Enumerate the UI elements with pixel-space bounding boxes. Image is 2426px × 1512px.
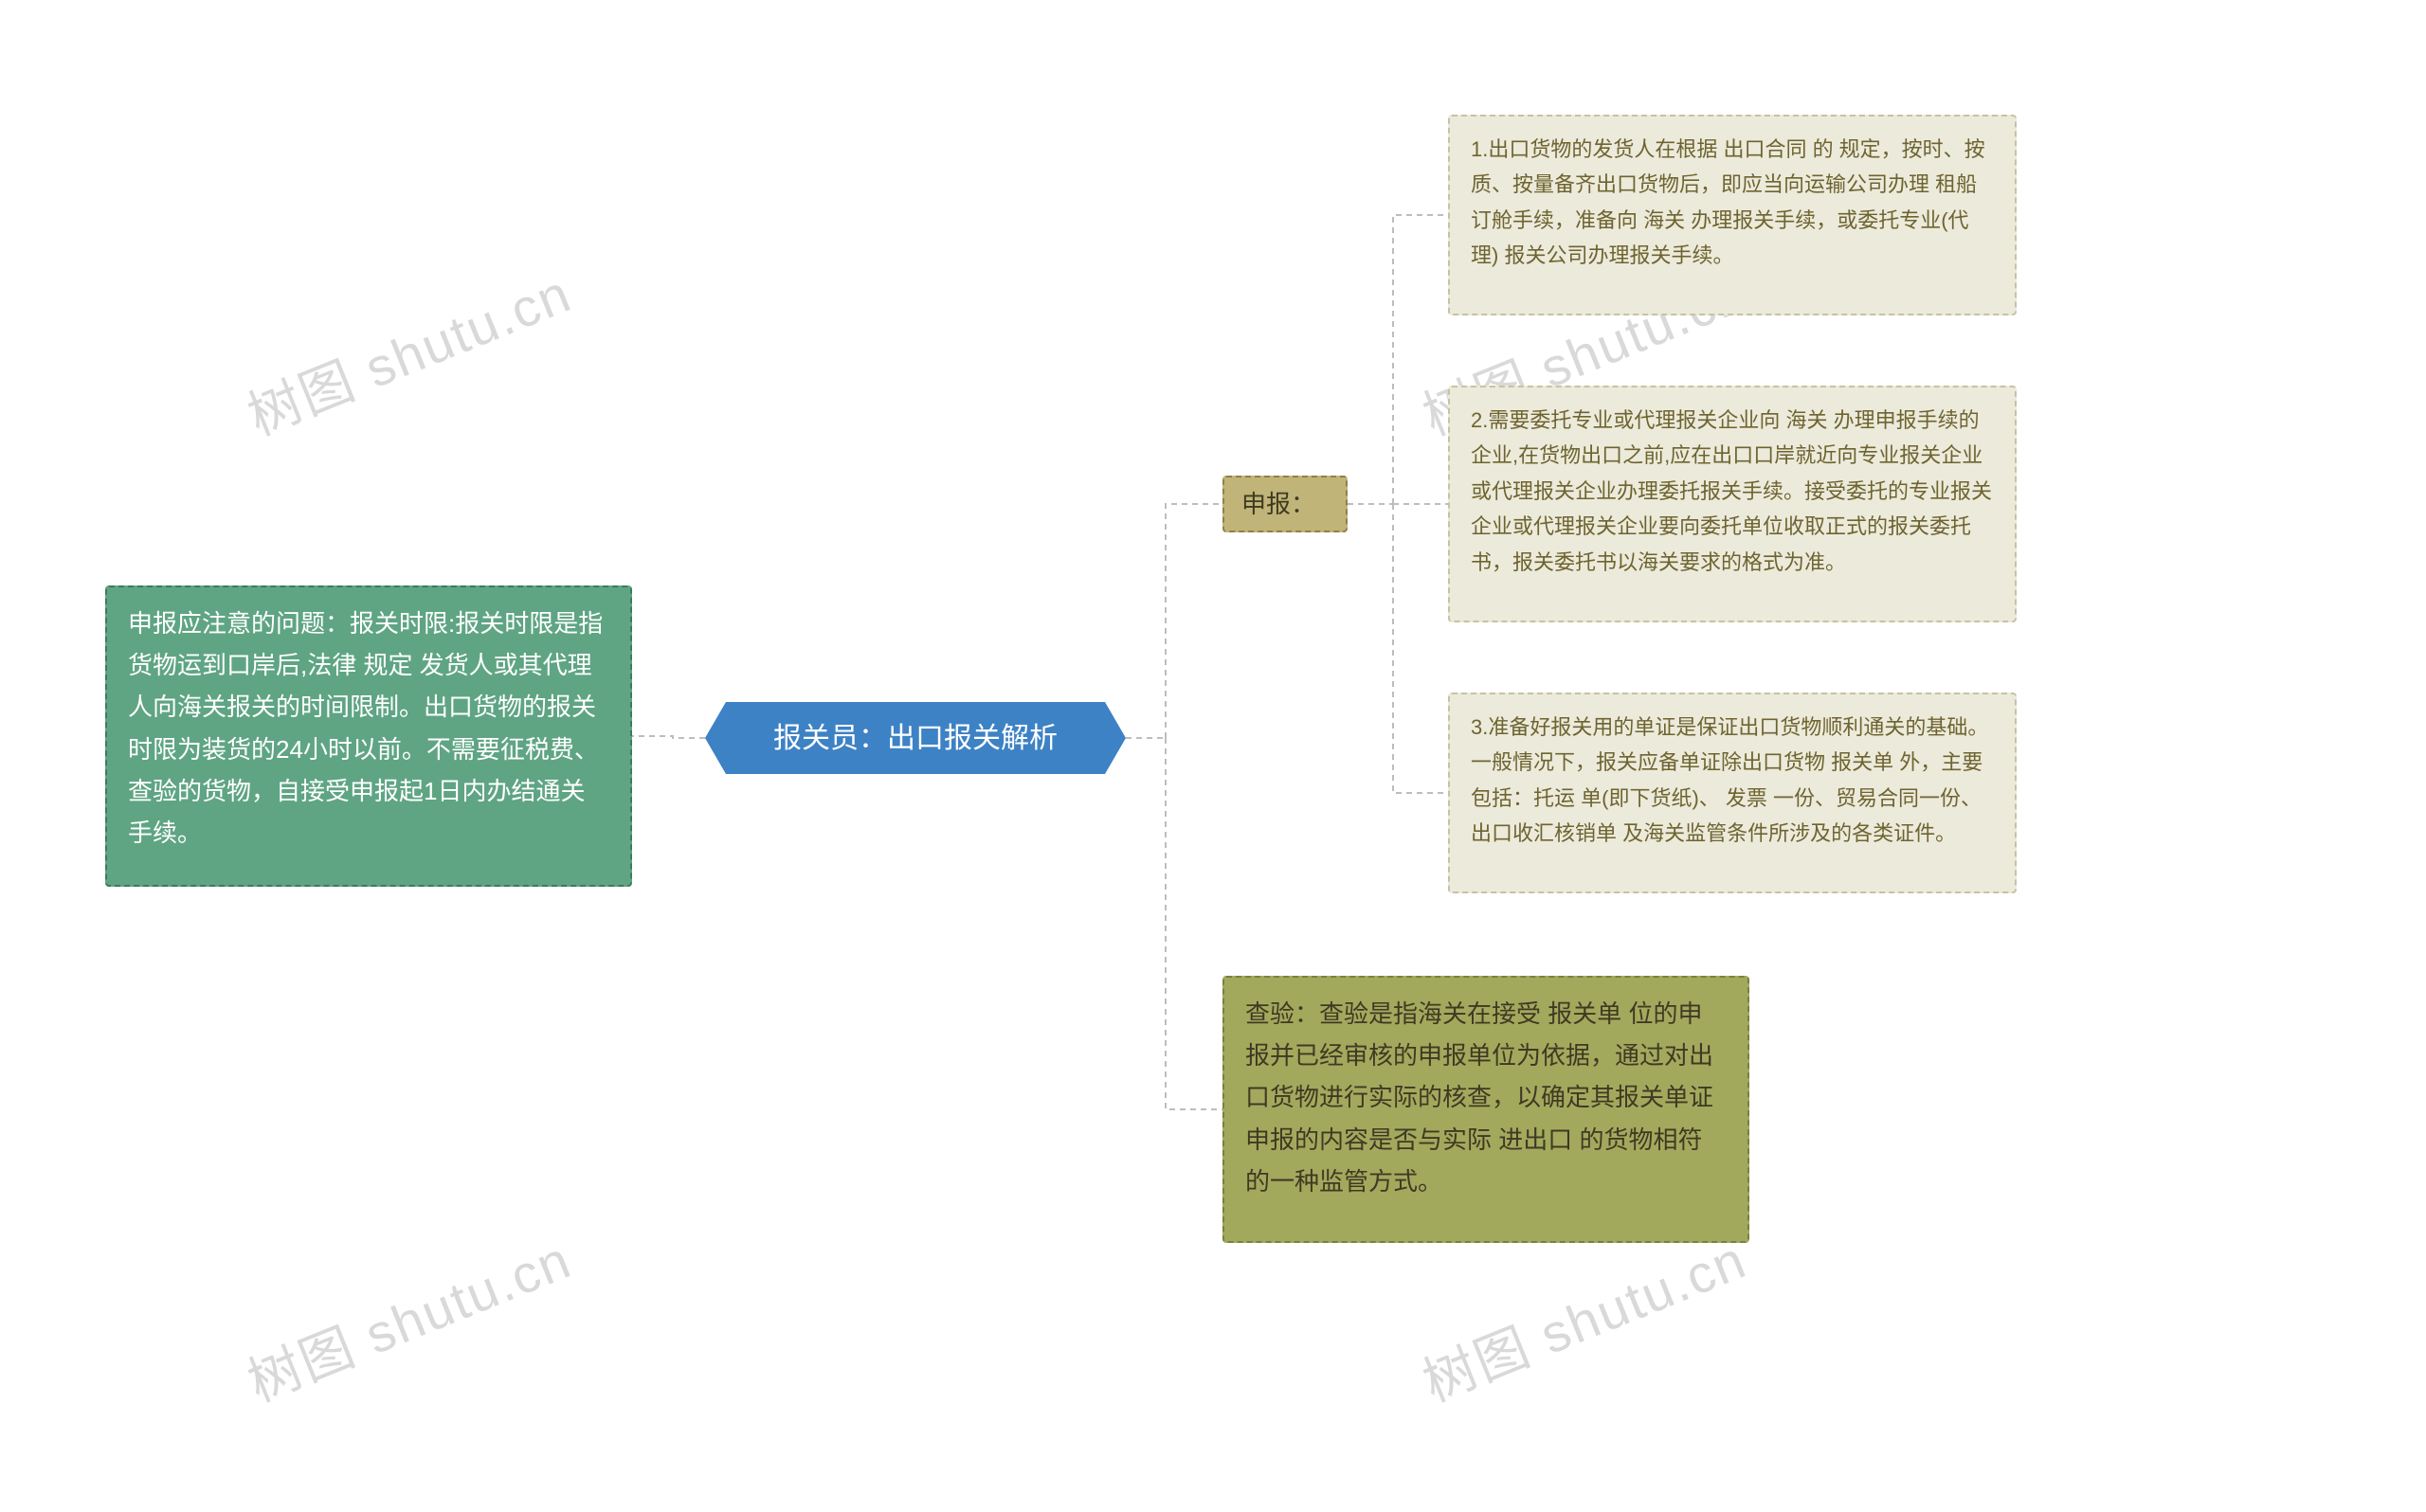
inspect-node[interactable]: 查验：查验是指海关在接受 报关单 位的申报并已经审核的申报单位为依据，通过对出口… bbox=[1222, 976, 1749, 1243]
inspect-node-text: 查验：查验是指海关在接受 报关单 位的申报并已经审核的申报单位为依据，通过对出口… bbox=[1245, 999, 1713, 1196]
watermark: 树图 shutu.cn bbox=[235, 1217, 581, 1416]
leaf-node-3[interactable]: 3.准备好报关用的单证是保证出口货物顺利通关的基础。一般情况下，报关应备单证除出… bbox=[1448, 693, 2017, 893]
connector-branch-split-top-right_top_label-left bbox=[1166, 504, 1222, 738]
leaf-node-1-text: 1.出口货物的发货人在根据 出口合同 的 规定，按时、按质、按量备齐出口货物后，… bbox=[1471, 137, 1985, 267]
leaf-node-2[interactable]: 2.需要委托专业或代理报关企业向 海关 办理申报手续的企业,在货物出口之前,应在… bbox=[1448, 386, 2017, 622]
watermark: 树图 shutu.cn bbox=[1410, 1217, 1756, 1416]
connector-branch-split-bottom-right_bottom-left bbox=[1166, 738, 1222, 1109]
connector-leaf-bus-1-leaf1-left bbox=[1393, 215, 1448, 504]
left-note-text: 申报应注意的问题：报关时限:报关时限是指货物运到口岸后,法律 规定 发货人或其代… bbox=[128, 609, 603, 847]
leaf-node-1[interactable]: 1.出口货物的发货人在根据 出口合同 的 规定，按时、按质、按量备齐出口货物后，… bbox=[1448, 115, 2017, 315]
connector-leaf-bus-3-leaf3-left bbox=[1393, 504, 1448, 793]
left-note-node[interactable]: 申报应注意的问题：报关时限:报关时限是指货物运到口岸后,法律 规定 发货人或其代… bbox=[105, 585, 632, 887]
leaf-node-3-text: 3.准备好报关用的单证是保证出口货物顺利通关的基础。一般情况下，报关应备单证除出… bbox=[1471, 715, 1988, 845]
declare-label-text: 申报： bbox=[1241, 483, 1315, 525]
leaf-node-2-text: 2.需要委托专业或代理报关企业向 海关 办理申报手续的企业,在货物出口之前,应在… bbox=[1471, 408, 1992, 574]
watermark: 树图 shutu.cn bbox=[235, 251, 581, 450]
root-node-text: 报关员：出口报关解析 bbox=[773, 714, 1058, 763]
connector-root-left-left_note-right bbox=[632, 736, 705, 738]
root-node[interactable]: 报关员：出口报关解析 bbox=[705, 702, 1126, 774]
declare-label-node[interactable]: 申报： bbox=[1222, 476, 1348, 532]
